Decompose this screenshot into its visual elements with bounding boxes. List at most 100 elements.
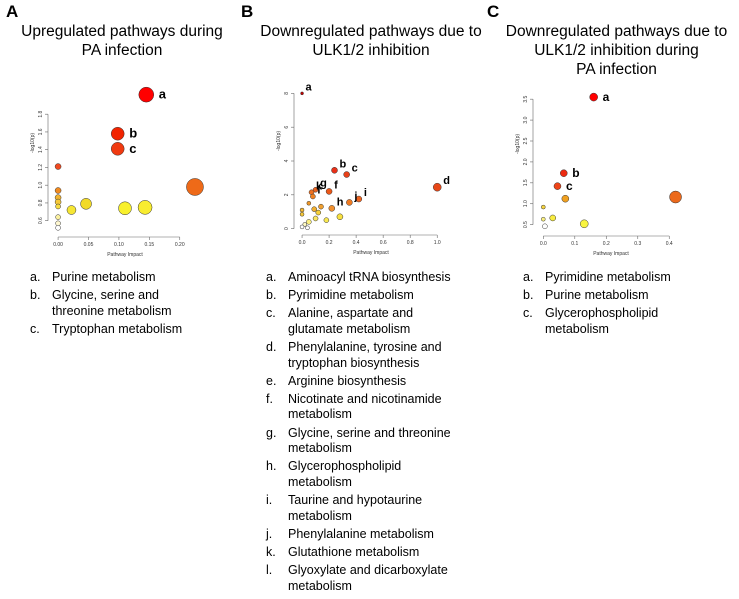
legend-item: l. Glyoxylate and dicarboxylate metabolism [266,563,496,594]
legend-key: g. [266,425,277,440]
legend-text-line: metabolism [545,321,609,336]
legend-item: b. Glycine, serine and threonine metabolis… [30,288,245,319]
y-tick-label: 1.0 [523,200,529,207]
data-point [579,219,589,229]
legend-text: Taurine and hypotaurine metabolism [288,493,496,524]
legend-item: d. Phenylalanine, tyrosine and tryptophan … [266,340,496,371]
x-tick-label: 0.05 [84,242,94,248]
legend-key: e. [266,373,277,388]
panel-a-scatter-plot: 0.00 0.05 0.10 0.15 0.20 0.6 0.8 1.0 1.2 1.4 1.6 1.… [30,86,204,258]
data-point [325,188,333,195]
y-axis-label: -log10(p) [30,133,36,153]
data-point [55,214,61,220]
data-point [80,198,92,210]
legend-text-line: glutamate metabolism [288,321,411,336]
data-point [312,215,319,222]
data-point [549,214,556,222]
legend-text-line: Phenylalanine, tyrosine and [288,340,442,355]
data-point [310,193,316,200]
panel-b-letter: B [241,2,254,21]
data-point [138,86,155,103]
data-point [110,142,125,156]
y-tick-label: 2.5 [523,137,529,144]
panel-c-letter: C [487,2,500,21]
legend-item: h. Glycerophospholipid metabolism [266,459,496,490]
panel-c-title-line-1: Downregulated pathways due to [505,23,728,40]
legend-text-line: Pyrimidine metabolism [545,270,671,284]
legend-item: a. Pyrimidine metabolism [523,270,733,286]
legend-text-line: metabolism [288,474,352,489]
legend-item: i. Taurine and hypotaurine metabolism [266,493,496,524]
legend-item: b. Purine metabolism [523,288,733,304]
data-point [328,205,336,212]
panel-a-legend: a. Purine metabolism b. Glycine, serine and… [30,270,245,340]
y-tick-label: 1.4 [38,146,44,153]
legend-text: Tryptophan metabolism [52,322,245,338]
legend-key: f. [266,391,273,406]
panel-b-title-line-2: ULK1/2 inhibition [312,42,430,59]
x-tick-label: 0.15 [144,242,154,248]
legend-key: a. [266,270,277,284]
legend-key: c. [523,306,533,321]
legend-text: Glycine, serine and threonine metabolism [52,288,245,319]
data-point [300,91,304,96]
legend-text-line: Arginine biosynthesis [288,373,407,388]
y-tick-label: 2 [284,193,290,196]
y-tick-label: 1.6 [38,128,44,135]
y-tick-label: 3.5 [523,95,529,102]
data-point-label: c [566,179,573,193]
panel-c-scatter-plot: 0.0 0.1 0.2 0.3 0.4 0.5 1.0 1.5 2.0 2.5 3.0 3.5 Path… [515,90,682,257]
data-point-label: c [352,163,358,175]
legend-key: b. [30,288,41,303]
legend-item: j. Phenylalanine metabolism [266,527,496,543]
data-point [55,225,61,231]
legend-text: Glycine, serine and threonine metabolism [288,426,496,457]
panel-c-title-line-3: PA infection [576,61,657,78]
panel-b-title: Downregulated pathways due to ULK1/2 inh… [246,22,496,60]
legend-text-line: Tryptophan metabolism [52,321,183,336]
data-point-label: g [320,178,327,190]
legend-text-line: tryptophan biosynthesis [288,355,420,370]
legend-text-line: threonine metabolism [52,303,172,318]
x-tick-label: 0.3 [634,241,641,247]
legend-text-line: metabolism [288,407,352,422]
data-point-label: k [316,180,323,192]
data-point [299,212,305,217]
legend-text-line: Nicotinate and nicotinamide [288,391,442,406]
data-point [302,222,308,227]
legend-text-line: metabolism [288,441,352,456]
y-tick-label: 3.0 [523,116,529,123]
y-tick-label: 2.0 [523,158,529,165]
legend-text-line: Aminoacyl tRNA biosynthesis [288,270,451,284]
legend-key: a. [523,270,534,284]
x-axis-label: Pathway Impact [593,251,629,257]
x-tick-label: 0.2 [603,241,610,247]
legend-key: b. [266,288,277,303]
data-point [432,182,442,192]
legend-key: h. [266,459,277,474]
legend-text-line: metabolism [288,578,352,593]
data-point-label: b [129,126,137,141]
legend-text: Glycerophospholipid metabolism [545,306,733,337]
x-tick-label: 0.10 [114,242,124,248]
y-tick-label: 0.5 [523,221,529,228]
data-point-label: c [129,141,136,156]
x-tick-label: 0.6 [380,240,387,246]
legend-text-line: Glutathione metabolism [288,544,420,559]
panel-a-letter: A [6,2,19,21]
legend-item: g. Glycine, serine and threonine metabolis… [266,426,496,457]
data-point [336,213,344,221]
legend-text-line: Taurine and hypotaurine [288,493,423,507]
panel-a-title-line-1: Upregulated pathways during [21,23,223,40]
y-tick-label: 6 [284,126,290,129]
data-point [186,178,204,196]
data-point [55,203,61,210]
data-point [355,195,363,203]
data-point [110,126,125,141]
data-point [312,186,319,193]
data-point [306,219,312,225]
legend-text: Pyrimidine metabolism [288,288,496,304]
data-point [541,216,546,222]
panel-a-title-line-2: PA infection [81,42,163,59]
y-tick-label: 1.0 [38,181,44,188]
